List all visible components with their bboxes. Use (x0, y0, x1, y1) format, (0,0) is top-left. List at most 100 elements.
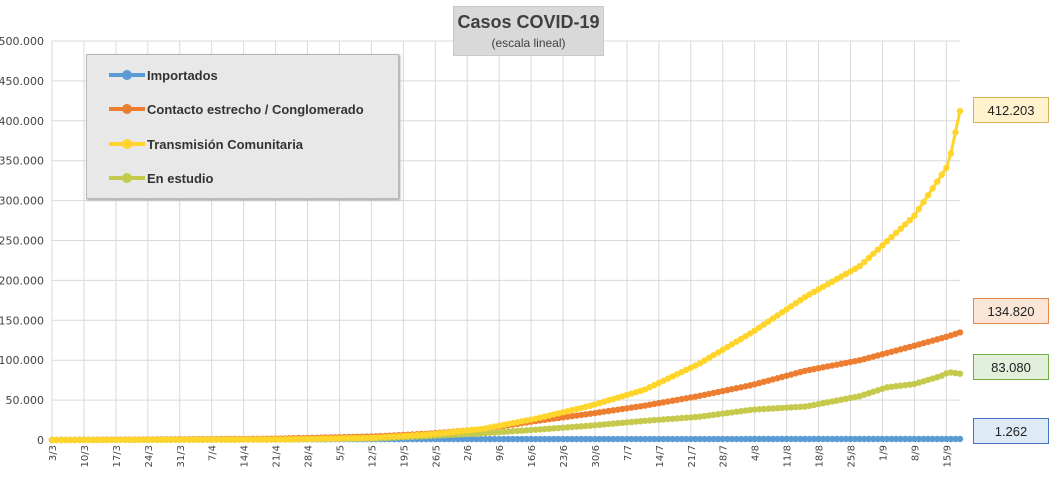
data-point (810, 435, 818, 443)
data-point (673, 415, 681, 422)
data-point (386, 433, 393, 440)
data-point (327, 435, 334, 442)
data-point (505, 428, 512, 435)
data-point (660, 435, 667, 443)
data-point (737, 435, 745, 443)
data-point (345, 434, 352, 442)
data-point (176, 436, 183, 443)
y-tick-label: 450.000 (0, 75, 44, 88)
data-point (687, 414, 694, 421)
data-point (587, 435, 594, 443)
data-point (272, 436, 279, 443)
data-point (792, 300, 799, 307)
data-point (628, 435, 635, 443)
data-point (769, 315, 777, 322)
data-point (774, 312, 781, 319)
data-point (756, 435, 763, 443)
y-tick-label: 0 (37, 434, 44, 447)
series-3 (48, 369, 964, 444)
x-tick-label: 26/5 (431, 445, 442, 467)
data-point (746, 435, 754, 443)
data-point (947, 150, 955, 157)
data-point (806, 435, 813, 443)
data-point (664, 415, 672, 423)
data-point (879, 435, 886, 443)
legend-label: Contacto estrecho / Conglomerado (147, 101, 364, 117)
data-point (555, 424, 562, 432)
data-point (258, 436, 266, 443)
data-point (774, 404, 781, 412)
data-point (714, 435, 722, 443)
data-point (897, 435, 904, 443)
data-point (687, 435, 694, 443)
data-point (276, 436, 284, 443)
data-point (783, 435, 790, 443)
data-point (71, 436, 79, 444)
data-point (641, 435, 649, 443)
data-point (797, 435, 804, 443)
x-tick-label: 12/5 (367, 445, 378, 467)
data-point (222, 436, 229, 443)
data-point (888, 435, 895, 443)
x-tick-label: 23/6 (559, 445, 570, 467)
data-point (751, 435, 758, 443)
legend-item-contacto: Contacto estrecho / Conglomerado (109, 99, 364, 119)
data-point (669, 435, 676, 443)
data-point (938, 435, 945, 443)
data-point (509, 428, 517, 435)
data-point (920, 435, 927, 443)
data-point (226, 436, 234, 443)
data-point (783, 306, 790, 313)
x-tick-label: 16/6 (527, 445, 538, 467)
end-label-importados: 1.262 (973, 418, 1049, 444)
x-tick-label: 21/7 (687, 445, 698, 467)
data-point (879, 242, 886, 249)
data-point (655, 435, 663, 443)
grid (51, 40, 960, 441)
data-point (281, 436, 288, 443)
data-point (89, 436, 97, 444)
data-point (217, 436, 225, 443)
data-point (363, 434, 371, 441)
data-point (915, 435, 923, 443)
x-tick-label: 24/3 (144, 445, 155, 467)
data-point (856, 263, 863, 270)
data-point (518, 427, 526, 434)
data-point (67, 436, 74, 444)
data-point (678, 414, 685, 422)
data-point (559, 435, 567, 443)
data-point (842, 435, 850, 443)
data-point (532, 435, 539, 443)
data-point (933, 178, 941, 185)
data-point (765, 318, 772, 325)
x-tick-label: 7/7 (623, 445, 634, 461)
data-point (108, 436, 115, 444)
chart-title: Casos COVID-19 (457, 12, 600, 32)
x-tick-label: 10/3 (80, 445, 91, 467)
data-point (500, 435, 507, 443)
data-point (349, 434, 357, 442)
data-point (660, 416, 667, 423)
series-2 (48, 107, 964, 444)
legend-swatch-contacto (109, 104, 145, 114)
x-tick-label: 15/9 (942, 445, 953, 467)
data-point (422, 431, 430, 438)
data-point (778, 404, 786, 412)
y-tick-label: 350.000 (0, 155, 44, 168)
data-point (883, 435, 891, 443)
data-point (705, 435, 713, 443)
data-point (847, 435, 854, 443)
x-tick-label: 28/7 (719, 445, 730, 467)
data-point (947, 435, 955, 443)
data-point (454, 435, 462, 443)
data-point (391, 433, 398, 440)
data-point (53, 436, 60, 444)
data-point (856, 435, 863, 443)
data-point (582, 435, 590, 443)
data-point (395, 433, 402, 440)
data-point (787, 404, 795, 411)
legend-label: En estudio (147, 170, 214, 186)
data-point (819, 435, 827, 443)
data-point (646, 417, 653, 424)
